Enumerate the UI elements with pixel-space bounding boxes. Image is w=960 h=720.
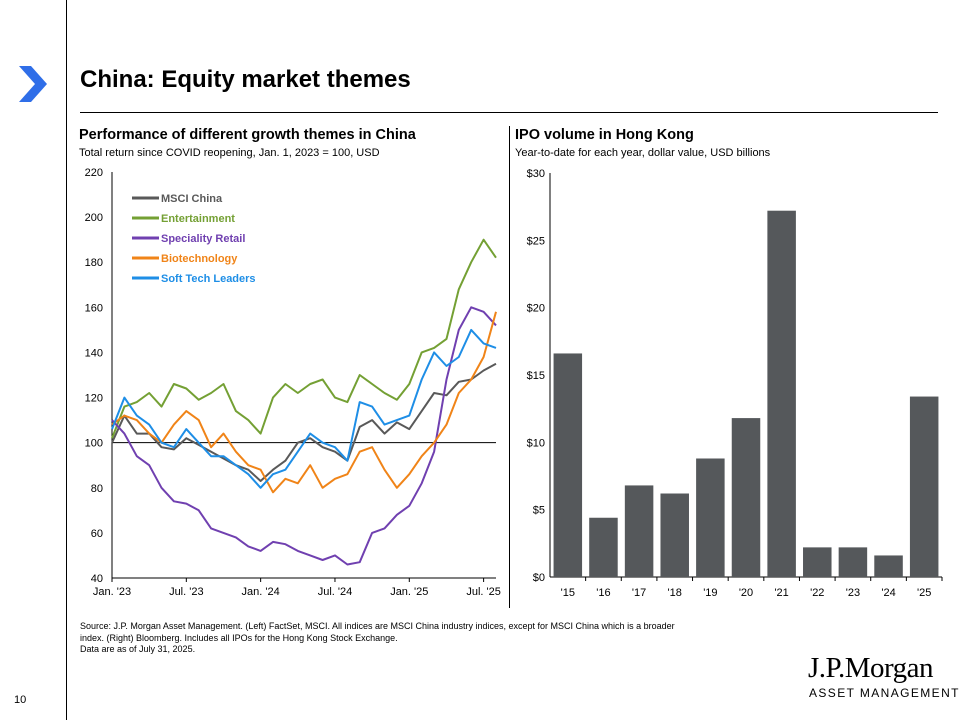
y-tick-label: 80: [91, 483, 103, 495]
right-chart-subtitle: Year-to-date for each year, dollar value…: [515, 147, 771, 159]
source-footnote: Source: J.P. Morgan Asset Management. (L…: [80, 621, 800, 656]
x-tick-label: Jan. '23: [93, 586, 131, 598]
bar: [696, 458, 725, 577]
x-tick-label: Jul. '23: [169, 586, 204, 598]
series-line-soft-tech-leaders: [111, 328, 497, 489]
x-tick-label: Jan. '25: [390, 586, 428, 598]
x-tick-label: '19: [703, 587, 717, 599]
y-tick-label: $10: [527, 437, 545, 449]
bar: [909, 396, 939, 577]
series-line-entertainment: [111, 238, 497, 439]
bar: [553, 353, 583, 577]
y-tick-label: 100: [85, 438, 103, 450]
y-tick-label: 140: [85, 347, 103, 359]
legend-label: Biotechnology: [161, 253, 238, 265]
y-tick-label: $0: [533, 572, 545, 584]
x-tick-label: '22: [810, 587, 824, 599]
y-tick-label: 180: [85, 257, 103, 269]
y-tick-label: 220: [85, 167, 103, 179]
x-tick-label: '25: [917, 587, 931, 599]
y-tick-label: 200: [85, 212, 103, 224]
growth-themes-line-chart: 40 60 80 100 120 140 160 180 200 220 Jan. '23 Jul. …: [85, 167, 501, 598]
logo-tagline: ASSET MANAGEMENT: [809, 686, 960, 700]
ipo-volume-bar-chart: $0 $5 $10 $15 $20 $25 $30 '15 '16 '17 '18 '19 '20 '21…: [527, 168, 943, 599]
legend-label: Speciality Retail: [161, 233, 245, 245]
x-tick-label: '23: [846, 587, 860, 599]
x-tick-label: '15: [561, 587, 575, 599]
left-chart-subtitle: Total return since COVID reopening, Jan.…: [79, 147, 380, 159]
source-line: index. (Right) Bloomberg. Includes all I…: [80, 632, 398, 643]
x-tick-label: '24: [881, 587, 895, 599]
bar: [589, 517, 618, 577]
bar: [660, 493, 689, 577]
chevron-right-icon: [19, 66, 47, 102]
bar: [767, 210, 796, 577]
jpmorgan-logo: J.P.Morgan: [808, 652, 934, 684]
left-margin-rule: [66, 0, 67, 720]
legend-label: Soft Tech Leaders: [161, 273, 256, 285]
y-tick-label: $30: [527, 168, 545, 180]
y-tick-label: 120: [85, 393, 103, 405]
title-rule: [80, 112, 938, 113]
bar: [731, 418, 761, 577]
x-tick-label: Jul. '25: [466, 586, 501, 598]
y-tick-label: $15: [527, 370, 545, 382]
series-line-biotechnology: [111, 311, 497, 494]
x-tick-label: '20: [739, 587, 753, 599]
page-number: 10: [14, 694, 27, 706]
source-line: Data are as of July 31, 2025.: [80, 644, 196, 654]
bar: [624, 485, 654, 577]
y-tick-label: $25: [527, 235, 545, 247]
y-tick-label: 40: [91, 573, 103, 585]
bar: [838, 547, 868, 577]
x-tick-label: '21: [774, 587, 788, 599]
page-title: China: Equity market themes: [80, 66, 411, 93]
y-tick-label: $5: [533, 505, 545, 517]
bar: [803, 547, 832, 577]
y-tick-label: 160: [85, 302, 103, 314]
x-tick-label: '17: [632, 587, 646, 599]
bar: [874, 555, 903, 577]
left-chart-title: Performance of different growth themes i…: [79, 127, 416, 143]
y-tick-label: $20: [527, 303, 545, 315]
x-tick-label: '18: [668, 587, 682, 599]
right-chart-title: IPO volume in Hong Kong: [515, 127, 694, 143]
source-line: Source: J.P. Morgan Asset Management. (L…: [80, 621, 675, 631]
x-tick-label: '16: [596, 587, 610, 599]
legend-label: MSCI China: [161, 193, 223, 205]
series-line-speciality-retail: [111, 306, 497, 566]
panel-divider: [509, 126, 510, 608]
series-line-msci-china: [111, 362, 497, 482]
x-tick-label: Jan. '24: [242, 586, 280, 598]
legend-label: Entertainment: [161, 213, 235, 225]
y-tick-label: 60: [91, 528, 103, 540]
x-tick-label: Jul. '24: [318, 586, 353, 598]
